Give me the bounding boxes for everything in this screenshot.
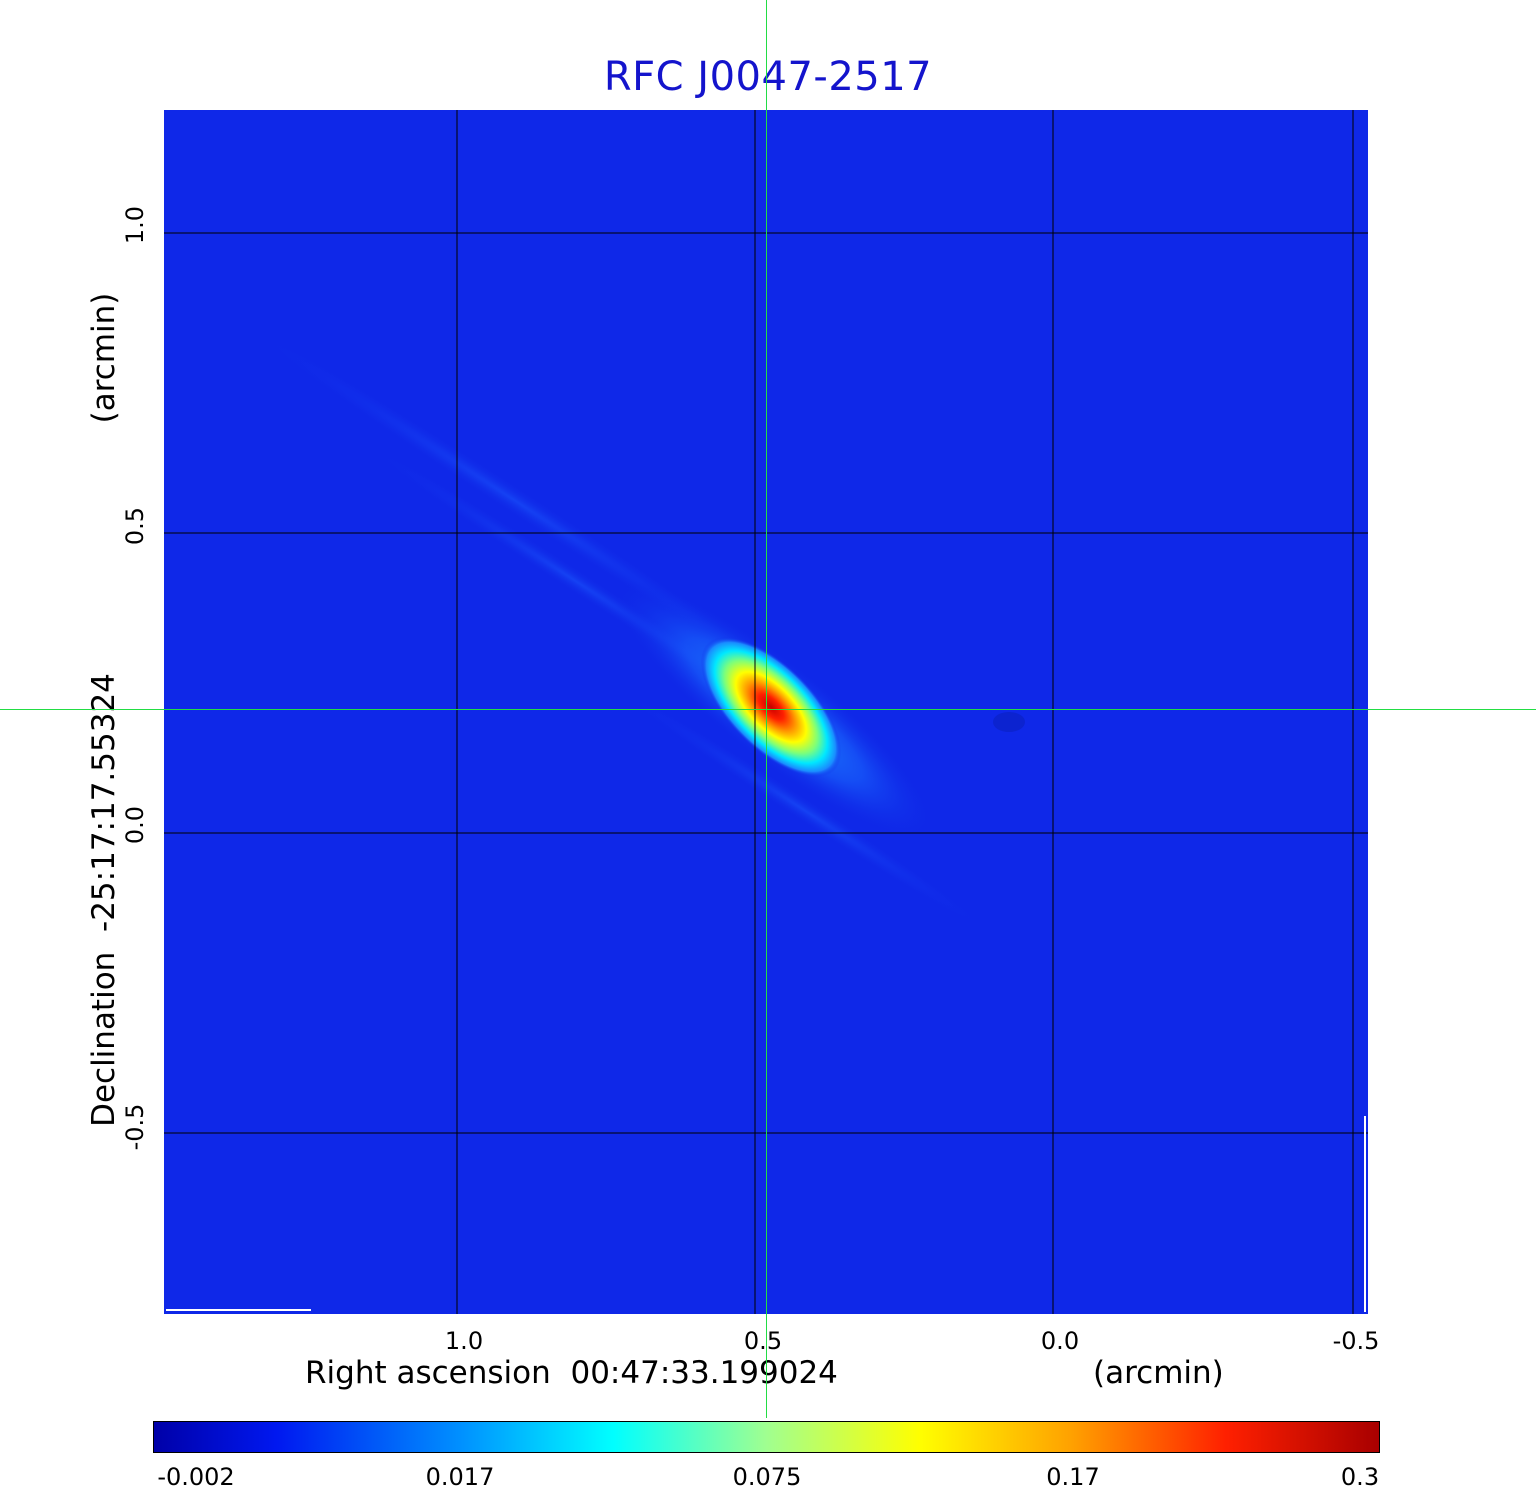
y-axis-label: Declination -25:17:17.55324 <box>86 673 122 1127</box>
y-axis-unit: (arcmin) <box>86 292 122 424</box>
source-core <box>700 636 842 778</box>
colorbar-tick: 0.3 <box>1340 1463 1380 1491</box>
colorbar-tick: -0.002 <box>157 1463 235 1491</box>
beam-scale-bar-vertical <box>1364 1116 1366 1312</box>
crosshair-horizontal <box>0 709 1536 710</box>
y-tick: 1.0 <box>121 205 149 245</box>
y-tick: -0.5 <box>121 1103 149 1151</box>
beam-scale-bar <box>166 1309 311 1311</box>
x-tick: 0.5 <box>743 1327 783 1355</box>
colorbar-tick: 0.075 <box>732 1463 802 1491</box>
x-tick: 1.0 <box>444 1327 484 1355</box>
negative-spot <box>993 712 1025 732</box>
x-tick: 0.0 <box>1040 1327 1080 1355</box>
image-title: RFC J0047-2517 <box>603 54 933 100</box>
y-tick: 0.5 <box>121 506 149 546</box>
colorbar <box>153 1421 1380 1453</box>
colorbar-tick: 0.017 <box>425 1463 495 1491</box>
sidelobe-streak <box>610 684 998 936</box>
x-axis-label: Right ascension 00:47:33.199024 <box>305 1355 838 1391</box>
x-axis-unit: (arcmin) <box>1093 1355 1224 1391</box>
x-tick: -0.5 <box>1332 1327 1380 1355</box>
y-tick: 0.0 <box>121 805 149 845</box>
colorbar-tick: 0.17 <box>1046 1463 1100 1491</box>
colorbar-gradient <box>154 1422 1379 1452</box>
coordinate-grid <box>164 110 1368 1314</box>
